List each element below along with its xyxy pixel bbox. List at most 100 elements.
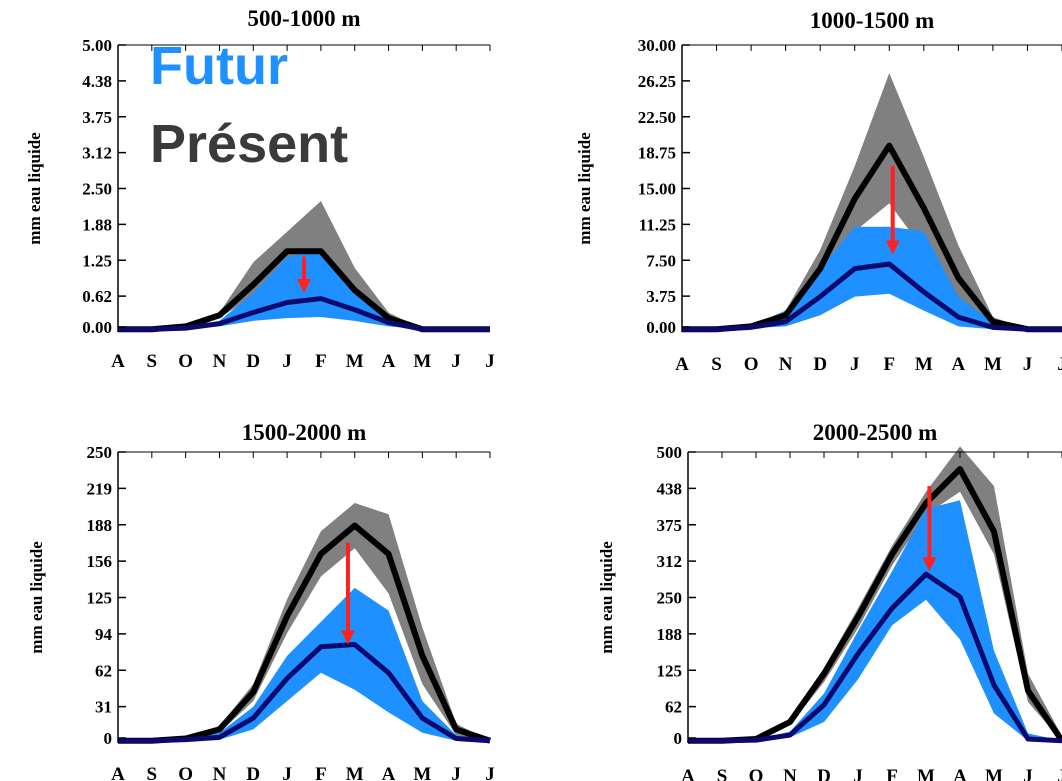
x-tick-label: F — [883, 354, 895, 375]
x-tick-label: J — [1023, 766, 1033, 781]
x-tick-label: M — [413, 351, 431, 372]
x-tick-label: M — [413, 764, 431, 781]
y-tick-label: 250 — [657, 589, 683, 608]
y-tick-label: 62 — [95, 661, 112, 680]
y-tick-label: 15.00 — [638, 180, 676, 199]
x-tick-label: J — [853, 766, 863, 781]
x-tick-label: F — [886, 766, 898, 781]
x-tick-label: F — [315, 764, 327, 781]
x-tick-label: D — [817, 766, 831, 781]
x-tick-label: M — [346, 351, 364, 372]
y-tick-label: 11.25 — [639, 215, 676, 234]
present-range-band — [682, 72, 1062, 330]
y-tick-label: 125 — [657, 661, 683, 680]
chart-panel-500-1000: 5.00 4.38 3.75 3.12 2.50 1.88 1.25 0.62 0.00 A S O N… — [25, 6, 495, 372]
future-range-band — [682, 226, 1062, 330]
chart-title: 1500-2000 m — [242, 420, 367, 445]
y-tick-label: 500 — [657, 443, 683, 462]
x-tick-label: O — [749, 766, 764, 781]
x-tick-label: N — [213, 351, 227, 372]
y-tick-label: 30.00 — [638, 36, 676, 55]
present-range-band — [688, 446, 1062, 741]
y-tick-label: 0.00 — [646, 318, 676, 337]
y-tick-label: 0.00 — [82, 318, 112, 337]
legend-present: Présent — [150, 114, 348, 174]
decrease-arrow-head — [922, 557, 937, 572]
y-tick-label: 219 — [87, 479, 113, 498]
x-tick-label: S — [147, 764, 158, 781]
chart-title: 1000-1500 m — [810, 8, 935, 33]
y-tick-label: 188 — [657, 625, 683, 644]
x-tick-label: J — [485, 351, 495, 372]
x-tick-label: A — [111, 764, 125, 781]
y-axis-label: mm eau liquide — [25, 132, 44, 245]
x-tick-label: F — [315, 351, 327, 372]
y-tick-label: 125 — [87, 589, 113, 608]
present-mean-line — [118, 522, 491, 744]
x-tick-label: J — [282, 764, 292, 781]
y-tick-label: 1.88 — [82, 215, 112, 234]
y-tick-label: 3.75 — [82, 108, 112, 127]
x-tick-label: J — [451, 764, 461, 781]
y-tick-label: 22.50 — [638, 108, 676, 127]
x-tick-label: A — [382, 764, 396, 781]
y-tick-label: 4.38 — [82, 72, 112, 91]
y-tick-label: 156 — [87, 552, 113, 571]
y-tick-label: 312 — [657, 552, 683, 571]
x-tick-label: N — [783, 766, 797, 781]
x-tick-label: O — [178, 764, 193, 781]
y-tick-label: 2.50 — [82, 180, 112, 199]
y-tick-label: 188 — [87, 516, 113, 535]
y-tick-label: 7.50 — [646, 251, 676, 270]
chart-title: 2000-2500 m — [813, 420, 938, 445]
x-tick-label: A — [681, 766, 695, 781]
y-axis-label: mm eau liquide — [575, 132, 594, 245]
y-tick-label: 31 — [95, 698, 112, 717]
y-axis-label: mm eau liquide — [27, 541, 46, 654]
future-mean-line — [688, 571, 1062, 744]
x-tick-label: D — [813, 354, 827, 375]
future-range-band — [688, 500, 1062, 741]
x-tick-label: A — [951, 354, 965, 375]
future-mean-line — [118, 641, 491, 744]
x-tick-label: M — [984, 354, 1002, 375]
x-tick-label: A — [953, 766, 967, 781]
x-tick-label: J — [1023, 354, 1033, 375]
x-tick-label: D — [246, 351, 260, 372]
y-axis-label: mm eau liquide — [597, 541, 616, 654]
x-tick-label: A — [675, 354, 689, 375]
y-tick-label: 1.25 — [82, 251, 112, 270]
y-tick-label: 438 — [657, 479, 683, 498]
y-tick-label: 375 — [657, 516, 683, 535]
future-mean-line — [682, 261, 1062, 332]
x-tick-label: J — [485, 764, 495, 781]
y-tick-label: 0.62 — [82, 287, 112, 306]
y-tick-label: 0 — [674, 729, 683, 748]
present-range-band — [118, 502, 490, 741]
y-tick-label: 94 — [95, 625, 113, 644]
x-tick-label: S — [147, 351, 158, 372]
x-tick-label: J — [850, 354, 860, 375]
y-tick-label: 18.75 — [638, 144, 676, 163]
x-tick-label: N — [213, 764, 227, 781]
x-tick-label: D — [246, 764, 260, 781]
x-tick-label: A — [111, 351, 125, 372]
y-tick-label: 26.25 — [638, 72, 676, 91]
y-tick-label: 0 — [104, 729, 113, 748]
chart-panel-2000-2500: 500 438 375 312 250 188 125 62 0 A S O N D J F M A M J J 2000… — [597, 420, 1062, 781]
decrease-arrow-head — [340, 630, 355, 645]
x-tick-label: M — [915, 354, 933, 375]
x-tick-label: S — [711, 354, 722, 375]
x-tick-label: O — [178, 351, 193, 372]
decrease-arrow-head — [885, 240, 900, 255]
chart-panel-1000-1500: 30.00 26.25 22.50 18.75 15.00 11.25 7.50 3.75 0.… — [575, 8, 1062, 375]
x-tick-label: M — [985, 766, 1003, 781]
x-tick-label: J — [1057, 766, 1062, 781]
y-tick-label: 3.75 — [646, 287, 676, 306]
x-tick-label: J — [451, 351, 461, 372]
decrease-arrow-head — [297, 278, 311, 293]
x-tick-label: A — [382, 351, 396, 372]
x-tick-label: J — [282, 351, 292, 372]
